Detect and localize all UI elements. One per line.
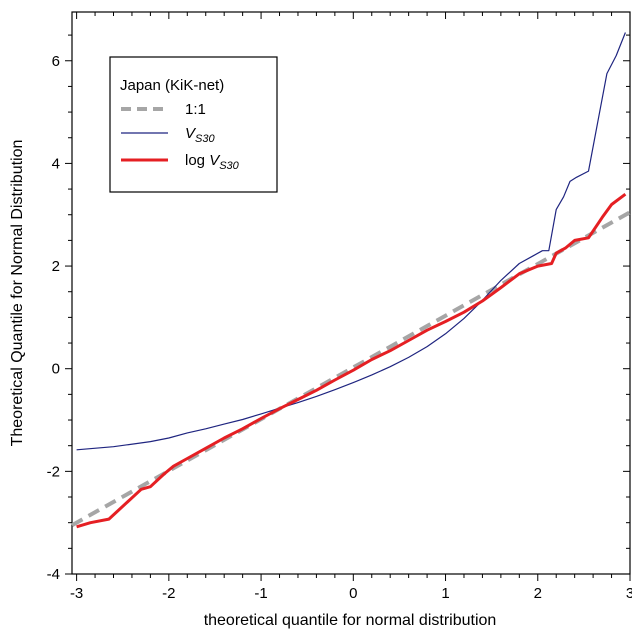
y-tick-label: -2: [47, 463, 60, 480]
axis-ticks: [65, 12, 631, 581]
x-tick-label: -3: [70, 585, 83, 602]
y-tick-label: -4: [47, 566, 60, 583]
y-tick-label: 0: [52, 361, 60, 378]
x-axis-title: theoretical quantile for normal distribu…: [204, 612, 497, 629]
legend-title: Japan (KiK-net): [120, 77, 224, 94]
legend-label-log-text: log: [185, 152, 209, 169]
legend-label-log-v: V: [209, 152, 221, 169]
x-tick-label: 2: [534, 585, 542, 602]
x-tick-label: 0: [349, 585, 357, 602]
legend-label-1-1: 1:1: [185, 101, 206, 118]
y-tick-label: 4: [52, 155, 60, 172]
legend-label-log-sub: S30: [219, 160, 239, 172]
legend-box: [109, 56, 278, 193]
series-line-2: [76, 192, 627, 529]
x-tick-label: 3: [626, 585, 632, 602]
x-tick-label: 1: [441, 585, 449, 602]
x-tick-label: -2: [162, 585, 175, 602]
legend-label-log-vs30: log VS30: [185, 152, 240, 172]
y-tick-label: 6: [52, 53, 60, 70]
series-layer: [71, 32, 631, 529]
plot-frame: [71, 11, 631, 575]
x-tick-label: -1: [254, 585, 267, 602]
legend-label-vs30-v: V: [185, 125, 197, 142]
series-line-0: [71, 210, 631, 527]
axis-tick-labels: -3 -2 -1 0 1 2 3 -4 -2 0 2 4 6: [47, 53, 632, 602]
y-axis-title: Theoretical Quantile for Normal Distribu…: [9, 140, 26, 447]
legend-label-vs30-sub: S30: [195, 133, 215, 145]
legend-label-vs30: VS30: [185, 125, 215, 145]
legend: Japan (KiK-net) 1:1 VS30 log VS30: [109, 56, 278, 193]
series-line-1: [76, 32, 626, 451]
y-tick-label: 2: [52, 258, 60, 275]
